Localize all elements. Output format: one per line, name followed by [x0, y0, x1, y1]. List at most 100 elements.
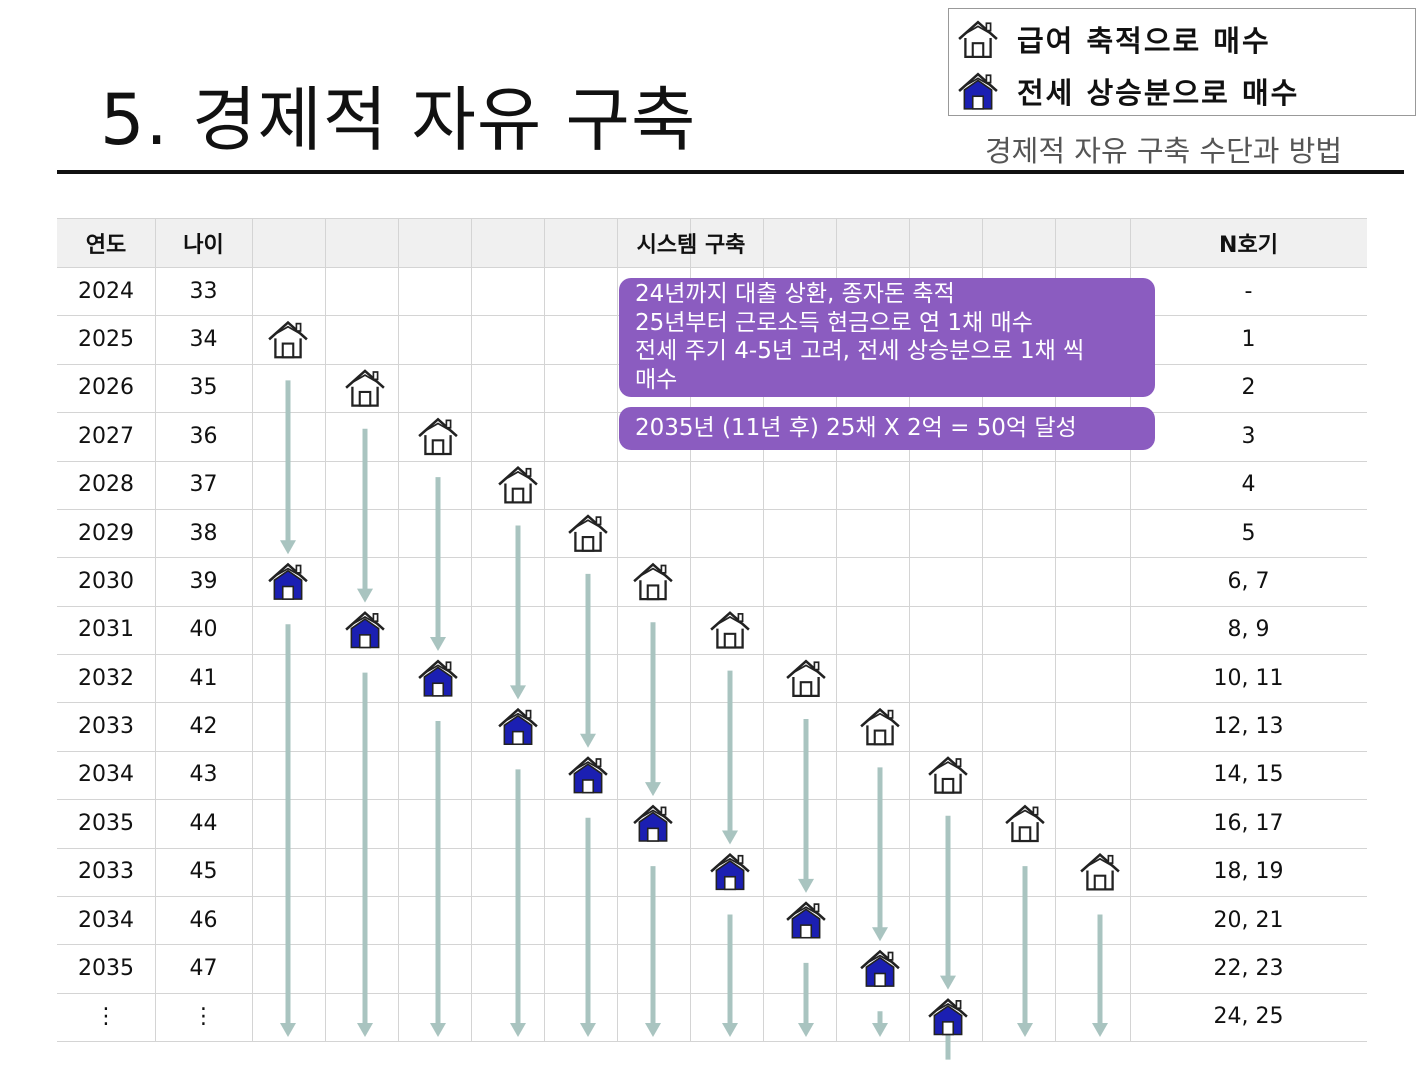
page-subtitle: 경제적 자유 구축 수단과 방법	[985, 134, 1343, 168]
cell-age: 39	[189, 568, 218, 594]
cell-n-units: 24, 25	[1213, 1004, 1284, 1030]
timeline-arrow	[722, 670, 738, 845]
cell-year: 2031	[78, 617, 134, 643]
cell-n-units: 14, 15	[1213, 762, 1284, 788]
cell-n-units: 8, 9	[1227, 617, 1270, 643]
cell-year: 2034	[78, 907, 134, 933]
cell-year: 2030	[78, 568, 134, 594]
house-outline-icon	[786, 659, 826, 698]
legend-item-jeonse: 전세 상승분으로 매수	[957, 67, 1299, 115]
schedule-table: 연도 나이 시스템 구축 N호기 2024 33-2025 34 1 2026 35 2 20…	[57, 218, 1367, 1042]
timeline-arrow	[357, 672, 373, 1037]
cell-year: 2025	[78, 327, 134, 353]
legend-label-jeonse: 전세 상승분으로 매수	[1017, 76, 1300, 110]
house-blue-icon	[860, 949, 900, 987]
timeline-arrow	[580, 817, 596, 1037]
header-age: 나이	[183, 232, 224, 258]
house-outline-icon	[928, 756, 968, 794]
cell-age: 37	[189, 472, 218, 498]
cell-year: 2026	[78, 375, 134, 401]
cell-n-units: 6, 7	[1227, 568, 1270, 594]
house-blue-icon	[568, 756, 608, 794]
cell-n-units: 20, 21	[1213, 907, 1284, 933]
timeline-arrow	[280, 624, 296, 1037]
goal-note-text: 2035년 (11년 후) 25채 X 2억 = 50억 달성	[635, 415, 1077, 442]
timeline-arrow	[872, 1011, 888, 1037]
house-blue-icon	[268, 562, 308, 600]
house-blue-icon	[786, 901, 826, 939]
house-blue-icon	[498, 707, 538, 746]
timeline-arrow	[1092, 914, 1108, 1037]
cell-n-units: -	[1244, 278, 1253, 304]
cell-age: 35	[189, 375, 218, 401]
timeline-arrow	[280, 380, 296, 555]
cell-year: 2032	[78, 665, 134, 691]
cell-n-units: 18, 19	[1213, 859, 1284, 885]
house-blue-icon	[345, 611, 385, 649]
cell-n-units: 2	[1241, 375, 1256, 401]
house-outline-icon	[1080, 853, 1120, 891]
house-outline-icon	[345, 369, 385, 407]
cell-age: 43	[189, 762, 218, 788]
cell-n-units: 4	[1241, 472, 1256, 498]
cell-year: 2035	[78, 955, 134, 981]
cell-age: 33	[189, 278, 218, 304]
cell-age: 38	[189, 520, 218, 546]
timeline-arrow	[510, 525, 526, 700]
cell-year: ⋮	[95, 1004, 117, 1030]
timeline-arrow	[645, 622, 661, 797]
cell-year: 2028	[78, 472, 134, 498]
cell-age: 45	[189, 859, 218, 885]
house-outline-icon	[710, 611, 750, 649]
cell-n-units: 12, 13	[1213, 714, 1284, 740]
timeline-arrow	[798, 962, 814, 1037]
house-blue-icon	[418, 659, 458, 697]
legend-item-salary: 급여 축적으로 매수	[957, 15, 1271, 63]
house-blue-icon	[710, 853, 750, 891]
cell-n-units: 1	[1241, 327, 1256, 353]
house-blue-icon	[633, 804, 673, 842]
cell-age: 40	[189, 617, 218, 643]
cell-year: 2024	[78, 278, 134, 304]
plan-note-line: 전세 주기 4-5년 고려, 전세 상승분으로 1채 씩	[635, 338, 1085, 364]
cell-age: 44	[189, 810, 218, 836]
title-rule	[57, 170, 1404, 174]
house-blue-icon	[928, 998, 968, 1036]
cell-year: 2033	[78, 859, 134, 885]
cell-n-units: 5	[1241, 520, 1256, 546]
house-outline-icon	[958, 20, 998, 59]
cell-n-units: 3	[1241, 423, 1256, 449]
plan-note-line: 매수	[635, 366, 678, 393]
timeline-arrow	[430, 721, 446, 1037]
cell-age: 46	[189, 907, 218, 933]
timeline-arrow	[430, 477, 446, 651]
cell-year: 2027	[78, 423, 134, 449]
cell-year: 2034	[78, 762, 134, 788]
header-year: 연도	[85, 232, 127, 258]
plan-note-line: 24년까지 대출 상환, 종자돈 축적	[635, 281, 955, 307]
goal-note: 2035년 (11년 후) 25채 X 2억 = 50억 달성	[619, 407, 1155, 450]
house-blue-icon	[958, 72, 998, 110]
cell-age: ⋮	[192, 1004, 215, 1030]
timeline-arrow	[722, 914, 738, 1037]
timeline-arrow	[645, 866, 661, 1037]
timeline-arrow	[1017, 866, 1033, 1037]
page-title: 5. 경제적 자유 구축	[100, 79, 697, 161]
house-outline-icon	[568, 514, 608, 552]
timeline-arrow	[510, 769, 526, 1037]
house-outline-icon	[418, 417, 458, 456]
cell-age: 41	[189, 665, 218, 691]
legend-box: 급여 축적으로 매수 전세 상승분으로 매수	[948, 8, 1416, 116]
plan-note-line: 25년부터 근로소득 현금으로 연 1채 매수	[635, 309, 1033, 336]
house-outline-icon	[498, 466, 538, 504]
house-outline-icon	[860, 707, 900, 746]
timeline-arrow	[357, 428, 373, 603]
table-header-background	[57, 218, 1367, 267]
timeline-arrow	[940, 815, 956, 990]
cell-n-units: 22, 23	[1213, 955, 1284, 981]
house-outline-icon	[633, 562, 673, 601]
cell-n-units: 16, 17	[1213, 810, 1284, 836]
cell-year: 2035	[78, 810, 134, 836]
legend-label-salary: 급여 축적으로 매수	[1017, 24, 1271, 58]
